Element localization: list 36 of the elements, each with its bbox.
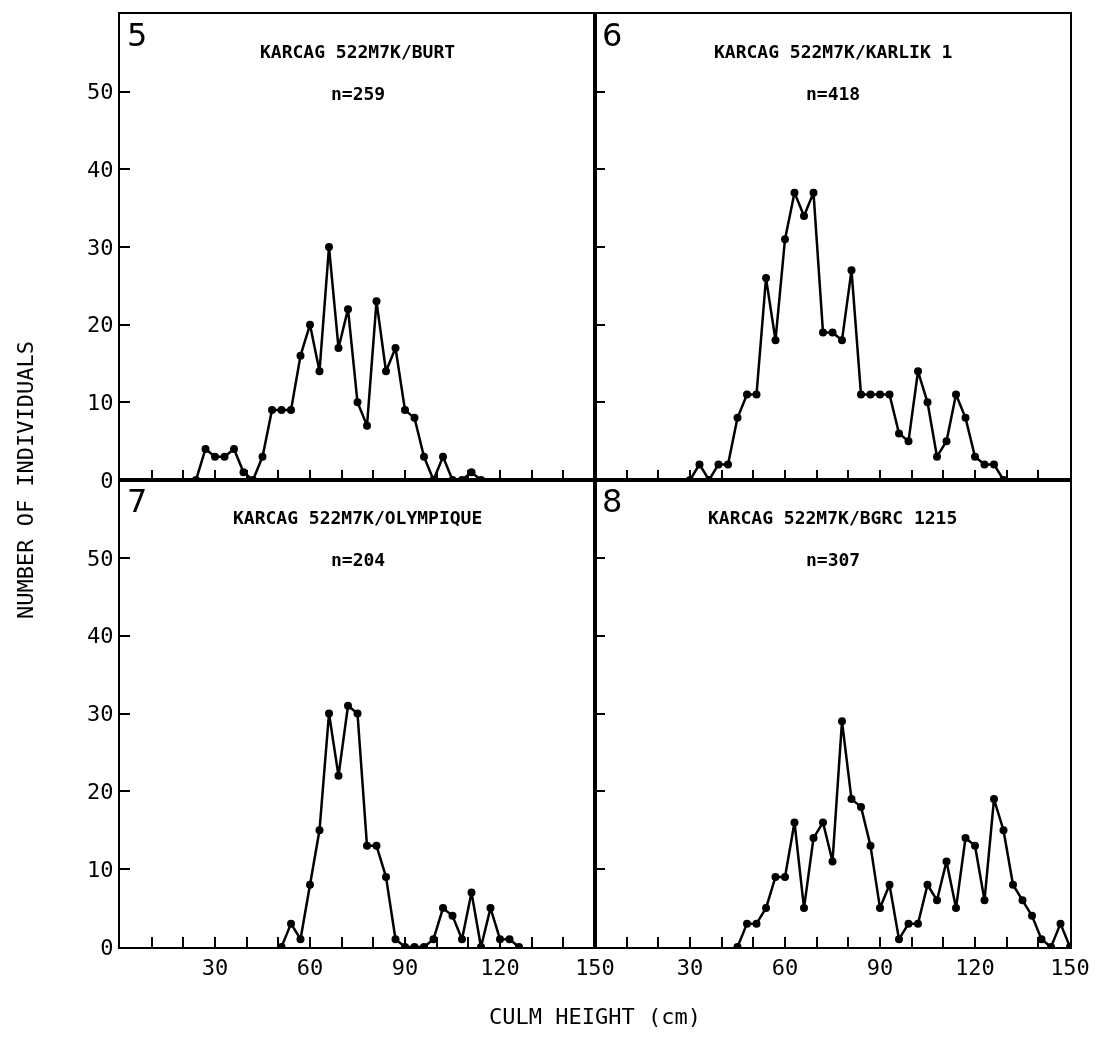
annotation: 6 bbox=[602, 16, 623, 54]
y-tick-label: 0 bbox=[100, 467, 114, 493]
x-tick-label: 30 bbox=[676, 955, 704, 981]
text: KARCAG 522M7K/KARLIK 1 bbox=[714, 41, 953, 62]
y-tick-label: 20 bbox=[87, 312, 114, 338]
y-tick-label: 40 bbox=[87, 623, 114, 649]
y-tick-label: 10 bbox=[87, 390, 114, 416]
annotation: 8 bbox=[602, 482, 623, 520]
y-tick-label: 30 bbox=[87, 701, 114, 727]
y-axis-title: NUMBER OF INDIVIDUALS bbox=[12, 340, 38, 620]
y-tick-label: 30 bbox=[87, 234, 114, 260]
y-tick-label: 20 bbox=[87, 779, 114, 805]
x-tick-label: 60 bbox=[296, 955, 324, 981]
x-tick-label: 150 bbox=[575, 955, 615, 981]
text: n=307 bbox=[806, 549, 861, 570]
text: KARCAG 522M7K/BURT bbox=[260, 41, 456, 62]
annotation: 5 bbox=[127, 16, 148, 54]
x-tick-label: 120 bbox=[955, 955, 995, 981]
x-axis-title: CULM HEIGHT (cm) bbox=[489, 1003, 701, 1029]
text: n=259 bbox=[331, 83, 386, 104]
text: n=204 bbox=[331, 549, 386, 570]
y-tick-label: 0 bbox=[100, 934, 114, 960]
text: KARCAG 522M7K/BGRC 1215 bbox=[708, 507, 958, 528]
x-tick-label: 150 bbox=[1050, 955, 1090, 981]
y-tick-label: 10 bbox=[87, 856, 114, 882]
y-tick-label: 40 bbox=[87, 157, 114, 183]
text: n=418 bbox=[806, 83, 861, 104]
x-tick-label: 30 bbox=[201, 955, 229, 981]
annotation: 7 bbox=[127, 482, 148, 520]
x-tick-label: 90 bbox=[391, 955, 419, 981]
x-tick-label: 120 bbox=[480, 955, 520, 981]
x-tick-label: 90 bbox=[866, 955, 894, 981]
y-tick-label: 50 bbox=[87, 545, 114, 571]
y-tick-label: 50 bbox=[87, 79, 114, 105]
x-tick-label: 60 bbox=[771, 955, 799, 981]
text: KARCAG 522M7K/OLYMPIQUE bbox=[233, 507, 483, 528]
